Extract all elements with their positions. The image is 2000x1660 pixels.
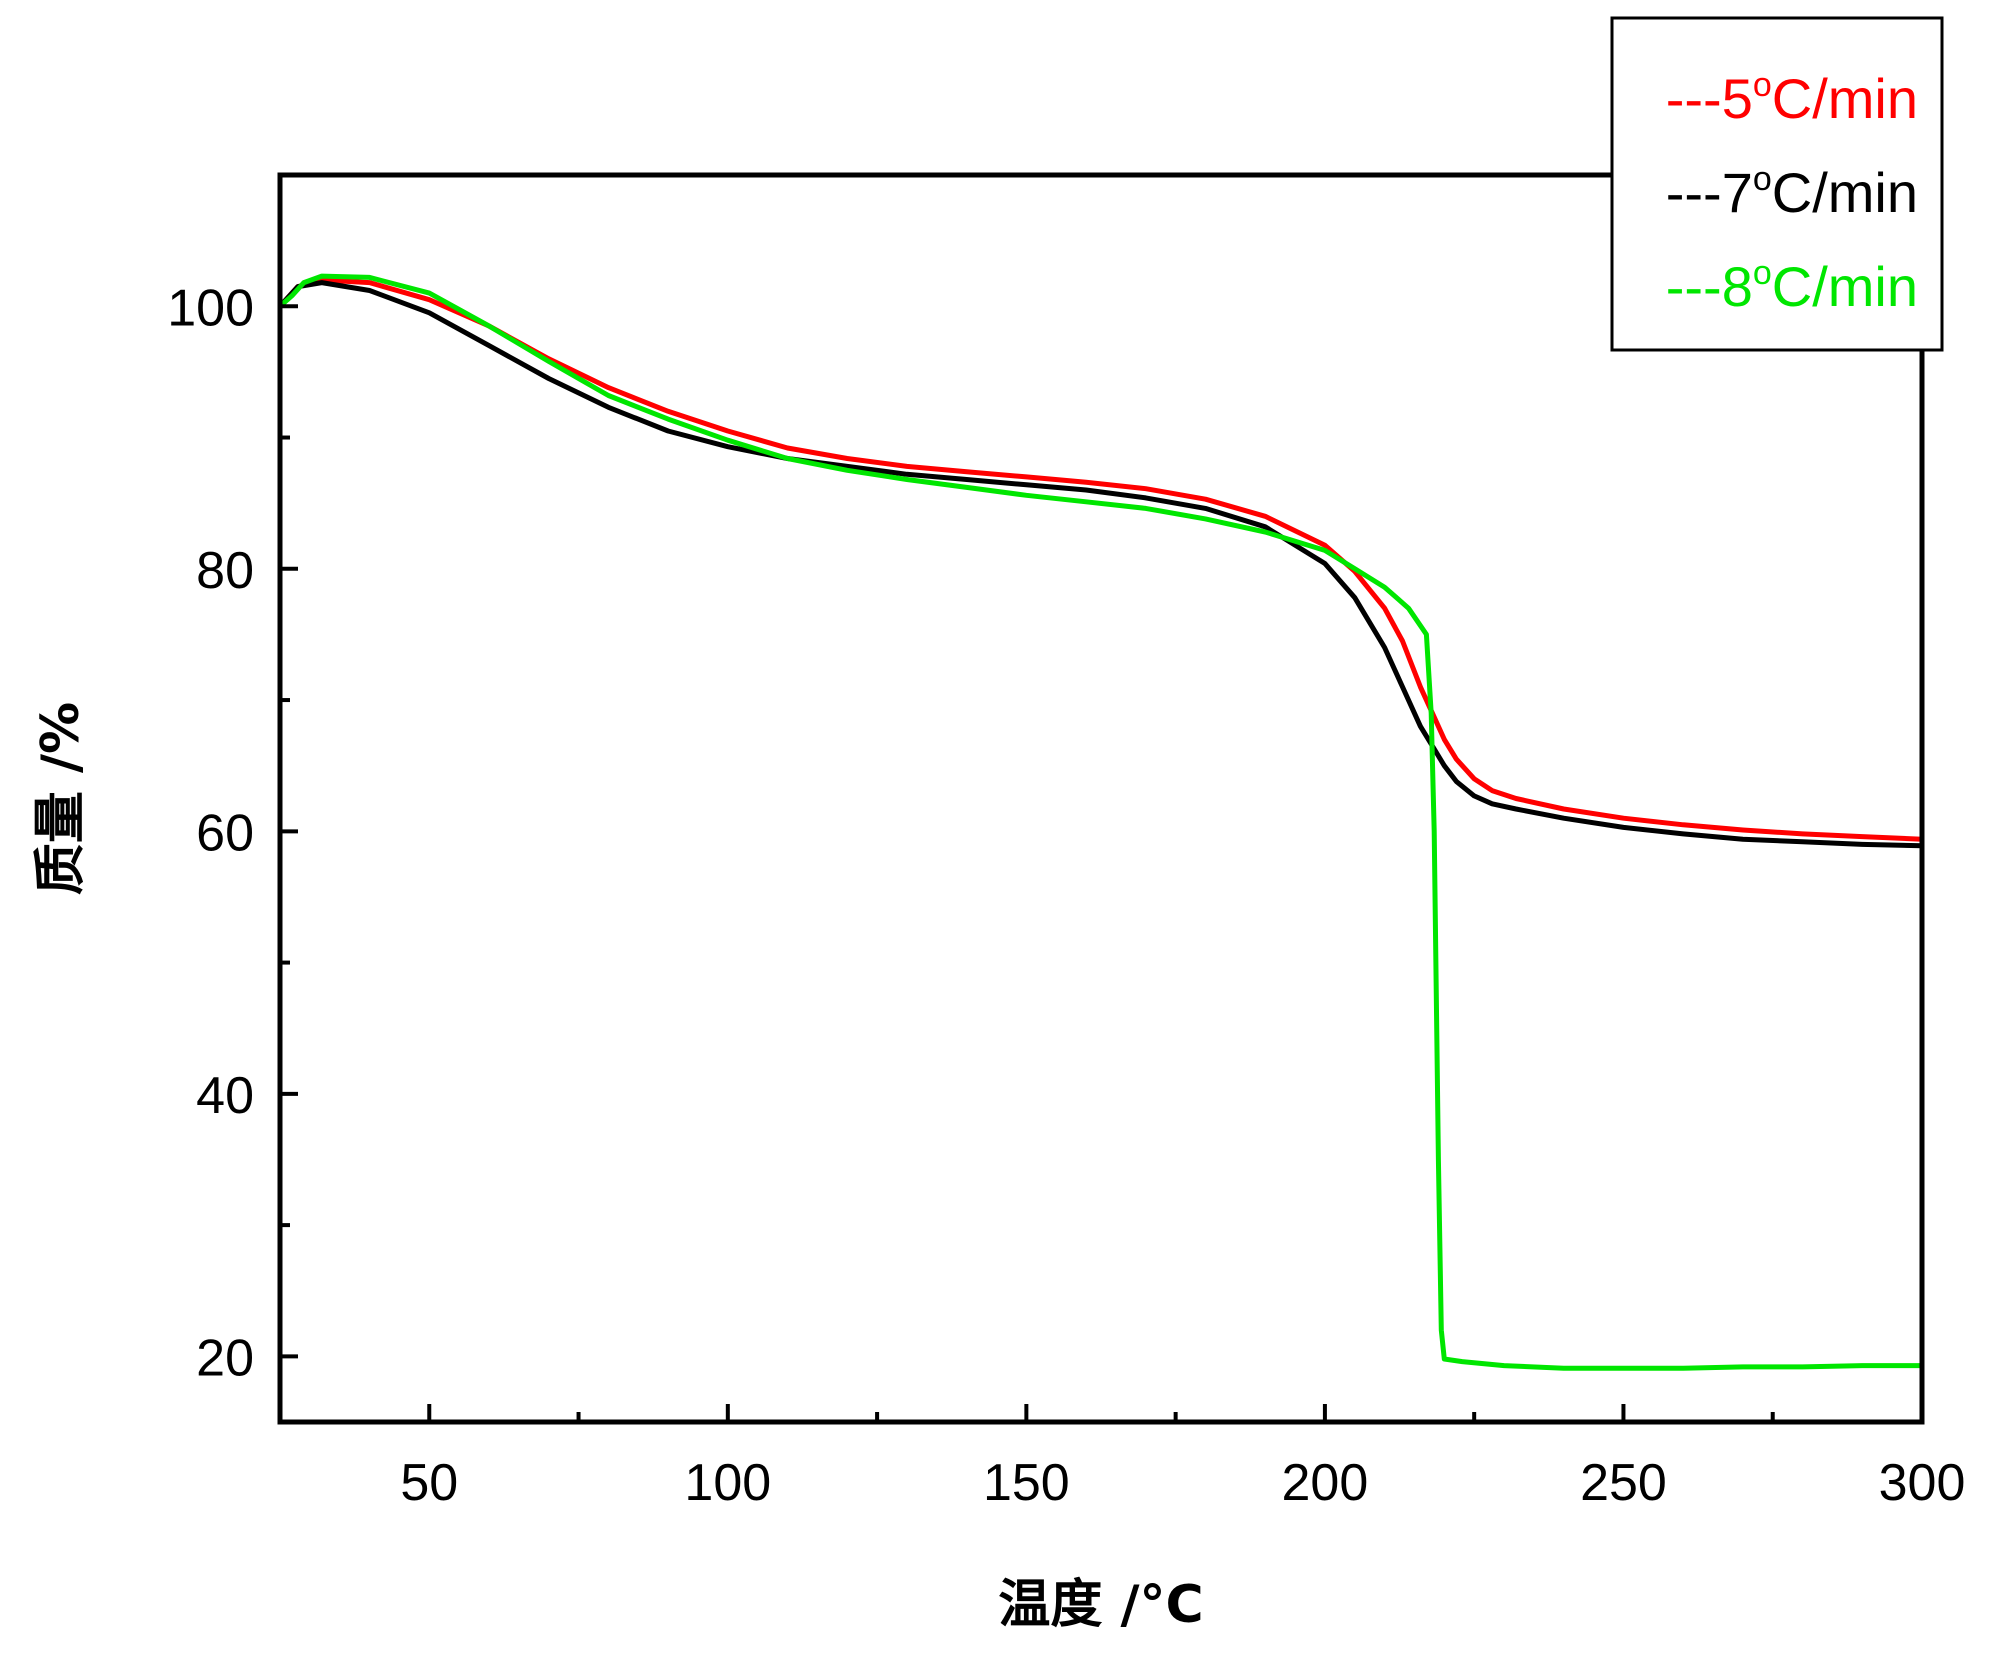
plot-frame — [277, 172, 1925, 1425]
y-tick-label: 60 — [196, 804, 254, 862]
legend-label-prefix: ---5 — [1666, 67, 1753, 130]
legend-degree-sign: o — [1753, 254, 1772, 292]
series-line-3 — [278, 273, 1922, 1371]
series-line-2 — [278, 280, 1923, 849]
x-tick-label: 50 — [400, 1454, 458, 1512]
legend-label-suffix: C/min — [1772, 255, 1918, 318]
series-layer — [278, 273, 1923, 1371]
legend-degree-sign: o — [1753, 160, 1772, 198]
x-axis: 50 100 150 200 250 300 — [400, 1404, 1965, 1512]
x-tick-label: 150 — [983, 1454, 1070, 1512]
legend-entry-1: ---5oC/min — [1666, 66, 1918, 130]
y-axis: 20 40 60 80 100 — [167, 279, 298, 1387]
legend-label-prefix: ---7 — [1666, 161, 1753, 224]
legend-entry-3: ---8oC/min — [1666, 254, 1918, 318]
legend-degree-sign: o — [1753, 66, 1772, 104]
x-tick-label: 300 — [1879, 1454, 1966, 1512]
legend-label-prefix: ---8 — [1666, 255, 1753, 318]
y-tick-label: 20 — [196, 1329, 254, 1387]
legend: ---5oC/min---7oC/min---8oC/min — [1610, 16, 1944, 352]
x-axis-title: 温度 /°C — [998, 1575, 1203, 1635]
y-tick-label: 40 — [196, 1067, 254, 1125]
y-tick-label: 100 — [167, 279, 254, 337]
x-tick-label: 250 — [1580, 1454, 1667, 1512]
legend-box — [1610, 16, 1944, 352]
y-axis-title: 质量 /% — [31, 702, 91, 895]
legend-label-suffix: C/min — [1772, 67, 1918, 130]
y-tick-label: 80 — [196, 542, 254, 600]
legend-label-suffix: C/min — [1772, 161, 1918, 224]
x-tick-label: 100 — [684, 1454, 771, 1512]
x-tick-label: 200 — [1282, 1454, 1369, 1512]
legend-entry-2: ---7oC/min — [1666, 160, 1918, 224]
